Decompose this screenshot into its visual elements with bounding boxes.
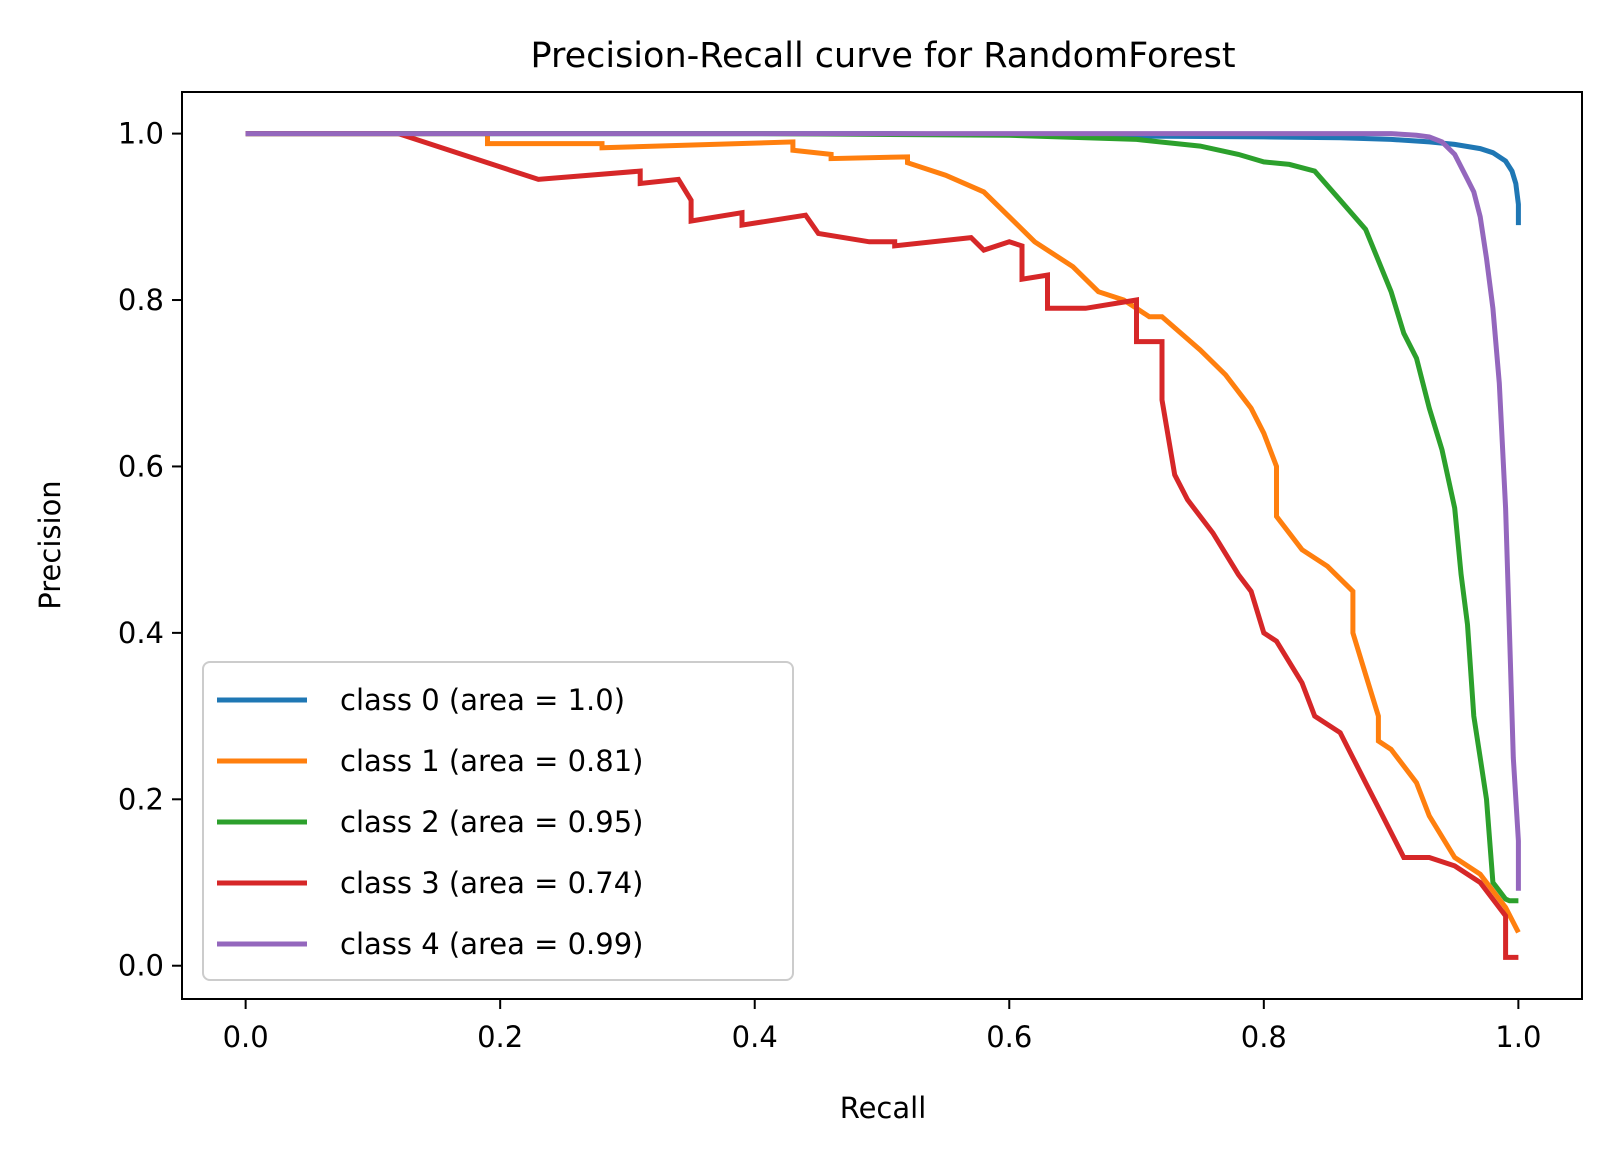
y-tick-label: 0.4 bbox=[118, 616, 164, 650]
x-tick-label: 0.4 bbox=[732, 1020, 778, 1054]
y-tick-label: 0.8 bbox=[118, 283, 164, 317]
x-tick-label: 0.2 bbox=[477, 1020, 523, 1054]
y-axis-label: Precision bbox=[33, 480, 67, 609]
legend: class 0 (area = 1.0) class 1 (area = 0.81… bbox=[202, 661, 794, 981]
series-line-class-1 bbox=[245, 131, 1521, 934]
chart-title: Precision-Recall curve for RandomForest bbox=[530, 36, 1235, 76]
x-tick-label: 0.6 bbox=[986, 1020, 1032, 1054]
series-line-class-3 bbox=[245, 131, 1519, 960]
plot-frame bbox=[181, 91, 1583, 1000]
y-tick-label: 0.0 bbox=[118, 949, 164, 983]
y-axis-ticks: 0.0 0.2 0.4 0.6 0.8 1.0 bbox=[118, 117, 182, 983]
x-tick-label: 0.0 bbox=[223, 1020, 269, 1054]
y-tick-label: 1.0 bbox=[118, 117, 164, 151]
legend-label-class-0: class 0 (area = 1.0) bbox=[340, 683, 625, 717]
legend-label-class-1: class 1 (area = 0.81) bbox=[340, 744, 643, 778]
y-tick-label: 0.2 bbox=[118, 782, 164, 816]
series-line-class-0 bbox=[245, 131, 1521, 226]
legend-box bbox=[202, 661, 794, 981]
series-line-class-2 bbox=[245, 131, 1519, 904]
x-axis-label: Recall bbox=[840, 1091, 927, 1125]
x-axis-ticks: 0.0 0.2 0.4 0.6 0.8 1.0 bbox=[223, 999, 1541, 1054]
plot-area bbox=[245, 131, 1521, 960]
x-tick-label: 0.8 bbox=[1241, 1020, 1287, 1054]
series-line-class-4 bbox=[245, 131, 1521, 891]
x-tick-label: 1.0 bbox=[1495, 1020, 1541, 1054]
legend-label-class-4: class 4 (area = 0.99) bbox=[340, 927, 643, 961]
legend-label-class-2: class 2 (area = 0.95) bbox=[340, 805, 643, 839]
legend-label-class-3: class 3 (area = 0.74) bbox=[340, 866, 643, 900]
y-tick-label: 0.6 bbox=[118, 449, 164, 483]
legend-entries: class 0 (area = 1.0) class 1 (area = 0.81… bbox=[217, 683, 643, 961]
